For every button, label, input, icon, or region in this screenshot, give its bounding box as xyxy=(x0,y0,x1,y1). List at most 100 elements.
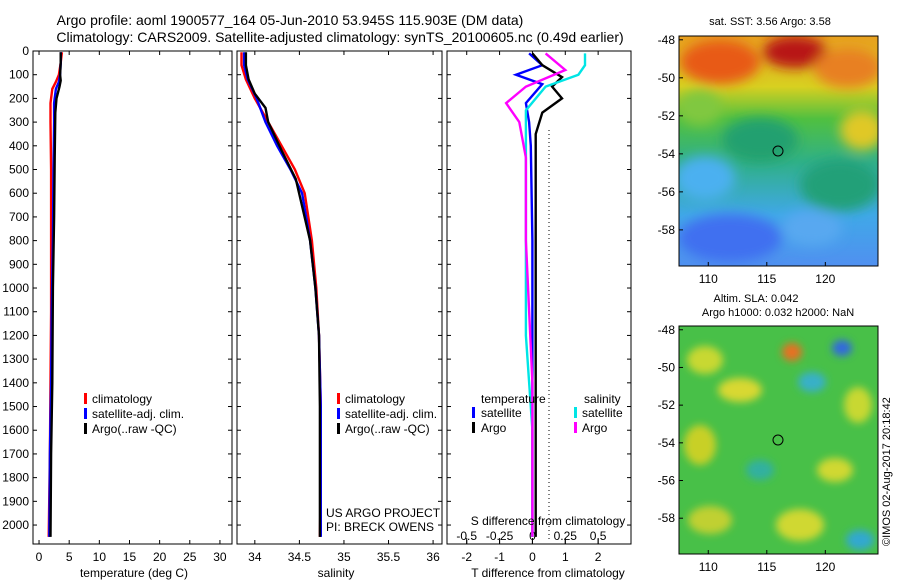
lat-tick-label: -58 xyxy=(658,223,676,237)
legend-label-climatology: climatology xyxy=(345,392,405,406)
depth-tick-label: 1400 xyxy=(2,376,29,390)
series-line-argo-raw-qc xyxy=(49,52,62,537)
depth-tick-label: 1200 xyxy=(2,328,29,342)
depth-tick-label: 1700 xyxy=(2,447,29,461)
series-line-climatology xyxy=(240,52,322,537)
legend-swatch-temp-argo xyxy=(472,422,475,433)
legend-label-satellite: satellite-adj. clim. xyxy=(345,407,437,421)
lat-tick-label: -50 xyxy=(658,360,676,374)
x-tick-label: 34.5 xyxy=(288,550,312,564)
depth-tick-label: 1500 xyxy=(2,400,29,414)
sst-map-frame xyxy=(678,35,879,267)
depth-tick-label: 1900 xyxy=(2,494,29,508)
legend-swatch-climatology xyxy=(84,393,87,404)
depth-tick-label: 0 xyxy=(22,44,29,58)
lat-tick-label: -52 xyxy=(658,109,676,123)
depth-tick-label: 1600 xyxy=(2,423,29,437)
difference-legend: temperature salinity satellite Argo sate… xyxy=(472,392,623,435)
legend-swatch-sal-argo xyxy=(574,422,577,433)
x-tick-label: 35.5 xyxy=(377,550,401,564)
lat-tick-label: -54 xyxy=(658,147,676,161)
x-tick-label: 15 xyxy=(123,550,137,564)
lat-tick-label: -48 xyxy=(658,33,676,47)
x-tick-label: 36 xyxy=(426,550,440,564)
project-note-line2: PI: BRECK OWENS xyxy=(326,520,434,534)
depth-tick-label: 2000 xyxy=(2,518,29,532)
series-line-salinity-argo xyxy=(504,52,568,537)
depth-tick-label: 700 xyxy=(9,210,29,224)
lat-tick-label: -58 xyxy=(658,511,676,525)
legend-label-satellite: satellite-adj. clim. xyxy=(92,407,184,421)
lon-tick-label: 115 xyxy=(757,560,776,574)
sla-map-title-line1: Altim. SLA: 0.042 xyxy=(714,293,799,305)
x-tick-label: 1 xyxy=(562,550,569,564)
lat-tick-label: -52 xyxy=(658,398,676,412)
lon-tick-label: 115 xyxy=(757,272,776,286)
figure-title-line1: Argo profile: aoml 1900577_164 05-Jun-20… xyxy=(57,12,524,28)
temperature-axis-label: temperature (deg C) xyxy=(80,566,188,580)
lat-tick-label: -54 xyxy=(658,436,676,450)
series-line-satellite-adj-clim xyxy=(242,52,322,537)
legend-swatch-sal-satellite xyxy=(574,407,577,418)
x-tick-label: 25 xyxy=(183,550,197,564)
x-tick-label: -2 xyxy=(461,550,472,564)
depth-tick-label: 800 xyxy=(9,234,29,248)
figure-title-line2: Climatology: CARS2009. Satellite-adjuste… xyxy=(56,29,623,45)
sla-map-title-line2: Argo h1000: 0.032 h2000: NaN xyxy=(702,307,854,319)
lat-tick-label: -56 xyxy=(658,185,676,199)
lon-tick-label: 120 xyxy=(815,560,835,574)
x-tick-label: 10 xyxy=(93,550,107,564)
lat-tick-label: -56 xyxy=(658,474,676,488)
legend-label-argo: Argo(..raw -QC) xyxy=(92,422,177,436)
lat-tick-label: -50 xyxy=(658,71,676,85)
depth-tick-label: 1100 xyxy=(3,305,29,319)
difference-plot-frame xyxy=(446,50,632,545)
legend-header-salinity: salinity xyxy=(584,392,621,406)
temperature-legend: climatology satellite-adj. clim. Argo(..… xyxy=(84,392,184,436)
s-difference-note: S difference from climatology xyxy=(471,514,626,528)
salinity-plot-frame xyxy=(236,50,443,545)
depth-tick-label: 1800 xyxy=(2,471,29,485)
lat-tick-label: -48 xyxy=(658,323,676,337)
legend-label-climatology: climatology xyxy=(92,392,152,406)
argo-float-marker xyxy=(772,434,784,446)
difference-series xyxy=(504,52,587,537)
series-line-temperature-argo xyxy=(531,52,564,537)
x-tick-label: -1 xyxy=(494,550,505,564)
salinity-legend: climatology satellite-adj. clim. Argo(..… xyxy=(337,392,437,436)
legend-header-temperature: temperature xyxy=(481,392,546,406)
salinity-axis-label: salinity xyxy=(318,566,355,580)
temperature-plot-frame xyxy=(32,50,233,545)
x-tick-label: 0 xyxy=(36,550,43,564)
series-line-argo-raw-qc xyxy=(244,52,322,537)
depth-tick-label: 900 xyxy=(9,257,29,271)
salinity-axis-ticks: 34 34.5 35 35.5 36 xyxy=(248,51,440,564)
x-tick-label: 35 xyxy=(337,550,351,564)
depth-tick-label: 1300 xyxy=(2,352,29,366)
x-tick-label: 30 xyxy=(213,550,227,564)
x-tick-label: 20 xyxy=(153,550,167,564)
legend-swatch-temp-satellite xyxy=(472,407,475,418)
depth-tick-label: 100 xyxy=(9,68,29,82)
legend-swatch-argo xyxy=(337,423,340,434)
legend-label-temp-argo: Argo xyxy=(481,421,507,435)
sla-map xyxy=(679,326,878,554)
lon-tick-label: 110 xyxy=(699,560,718,574)
salinity-series xyxy=(240,52,322,537)
legend-label-sal-satellite: satellite xyxy=(582,406,623,420)
lon-tick-label: 110 xyxy=(699,272,718,286)
sla-map-frame xyxy=(678,325,879,555)
sst-map-title: sat. SST: 3.56 Argo: 3.58 xyxy=(709,16,831,28)
legend-swatch-satellite xyxy=(84,408,87,419)
legend-swatch-satellite xyxy=(337,408,340,419)
s-diff-tick-label: -0.5 xyxy=(456,529,477,543)
s-diff-tick-label: 0.5 xyxy=(590,529,607,543)
sst-map-ticks: 110 115 120 -48 -50 -52 -54 -56 -58 xyxy=(658,33,836,286)
s-diff-tick-label: 0.25 xyxy=(554,529,578,543)
argo-float-marker xyxy=(772,145,784,157)
sla-map-ticks: 110 115 120 -48 -50 -52 -54 -56 -58 xyxy=(658,323,836,574)
depth-tick-label: 300 xyxy=(9,115,29,129)
legend-label-temp-satellite: satellite xyxy=(481,406,522,420)
lon-tick-label: 120 xyxy=(815,272,835,286)
